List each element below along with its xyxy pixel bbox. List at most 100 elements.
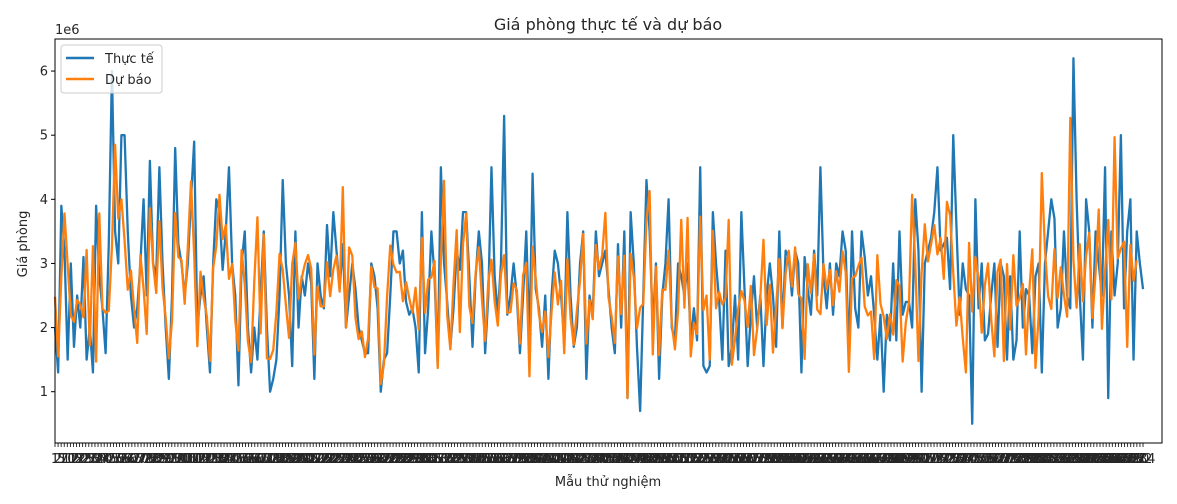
x-tick-label: 422 (562, 452, 587, 467)
x-tick-label: 645 (836, 452, 861, 467)
x-tick-label: 722 (931, 452, 956, 467)
x-tick-label: 377 (507, 452, 532, 467)
x-tick-label: 537 (703, 452, 728, 467)
x-tick-label: 27 (81, 452, 98, 467)
x-tick-label: 852 (1091, 452, 1116, 467)
x-tick-label: 52 (111, 452, 128, 467)
x-tick-label: 155 (233, 452, 258, 467)
x-axis-ticks: 1257101215172022252730323537404245475052… (51, 443, 1156, 467)
y-tick-label: 2 (40, 321, 48, 336)
x-tick-label: 615 (799, 452, 824, 467)
x-tick-label: 757 (974, 452, 999, 467)
x-tick-label: 652 (845, 452, 870, 467)
x-tick-label: 382 (513, 452, 538, 467)
x-tick-label: 117 (187, 452, 212, 467)
x-tick-label: 35 (90, 452, 107, 467)
x-tick-label: 290 (399, 452, 424, 467)
x-tick-label: 482 (636, 452, 661, 467)
x-tick-label: 280 (387, 452, 412, 467)
x-tick-label: 182 (267, 452, 292, 467)
x-tick-label: 847 (1085, 452, 1110, 467)
x-tick-label: 15 (65, 452, 82, 467)
x-tick-label: 507 (667, 452, 692, 467)
x-tick-label: 775 (995, 452, 1020, 467)
x-tick-label: 447 (593, 452, 618, 467)
x-tick-label: 347 (470, 452, 495, 467)
x-tick-label: 792 (1017, 452, 1042, 467)
x-tick-label: 327 (445, 452, 470, 467)
x-tick-label: 62 (124, 452, 141, 467)
x-tick-label: 517 (679, 452, 704, 467)
x-tick-label: 580 (756, 452, 781, 467)
x-tick-label: 122 (193, 452, 218, 467)
x-tick-label: 95 (164, 452, 181, 467)
x-tick-label: 420 (559, 452, 584, 467)
x-tick-label: 500 (657, 452, 682, 467)
x-tick-label: 417 (556, 452, 581, 467)
x-tick-label: 115 (184, 452, 209, 467)
x-tick-label: 365 (491, 452, 516, 467)
x-tick-label: 815 (1045, 452, 1070, 467)
x-tick-label: 620 (805, 452, 830, 467)
x-tick-label: 595 (774, 452, 799, 467)
x-tick-label: 22 (74, 452, 91, 467)
x-tick-label: 222 (316, 452, 341, 467)
chart-title: Giá phòng thực tế và dự báo (494, 15, 722, 34)
x-tick-label: 250 (350, 452, 375, 467)
x-tick-label: 487 (642, 452, 667, 467)
x-tick-label: 627 (814, 452, 839, 467)
x-tick-label: 50 (108, 452, 125, 467)
x-tick-label: 697 (900, 452, 925, 467)
x-tick-label: 5 (57, 452, 65, 467)
x-tick-label: 612 (796, 452, 821, 467)
x-tick-label: 690 (891, 452, 916, 467)
x-tick-label: 707 (912, 452, 937, 467)
x-tick-label: 570 (743, 452, 768, 467)
x-tick-label: 435 (577, 452, 602, 467)
x-tick-label: 695 (897, 452, 922, 467)
x-tick-label: 650 (842, 452, 867, 467)
x-tick-label: 630 (817, 452, 842, 467)
x-tick-label: 170 (252, 452, 277, 467)
x-tick-label: 317 (433, 452, 458, 467)
x-tick-label: 200 (288, 452, 313, 467)
x-tick-label: 387 (519, 452, 544, 467)
x-tick-label: 557 (728, 452, 753, 467)
x-tick-label: 260 (362, 452, 387, 467)
x-tick-label: 465 (614, 452, 639, 467)
x-tick-label: 107 (175, 452, 200, 467)
x-tick-label: 705 (909, 452, 934, 467)
x-tick-label: 25 (77, 452, 94, 467)
x-tick-label: 80 (145, 452, 162, 467)
x-tick-label: 607 (789, 452, 814, 467)
series-lines (53, 57, 1145, 425)
x-tick-label: 360 (485, 452, 510, 467)
x-tick-label: 702 (906, 452, 931, 467)
x-tick-label: 470 (620, 452, 645, 467)
x-tick-label: 875 (1118, 452, 1143, 467)
x-tick-label: 667 (863, 452, 888, 467)
x-tick-label: 302 (414, 452, 439, 467)
x-tick-label: 205 (295, 452, 320, 467)
x-tick-label: 157 (236, 452, 261, 467)
x-tick-label: 467 (617, 452, 642, 467)
x-tick-label: 617 (802, 452, 827, 467)
x-tick-label: 532 (697, 452, 722, 467)
x-tick-label: 82 (148, 452, 165, 467)
x-tick-label: 350 (473, 452, 498, 467)
x-tick-label: 215 (307, 452, 332, 467)
x-tick-label: 142 (218, 452, 243, 467)
x-tick-label: 730 (940, 452, 965, 467)
x-tick-label: 440 (584, 452, 609, 467)
x-tick-label: 395 (528, 452, 553, 467)
y-tick-label: 1 (40, 385, 48, 400)
x-tick-label: 217 (310, 452, 335, 467)
x-tick-label: 750 (965, 452, 990, 467)
x-tick-label: 345 (467, 452, 492, 467)
x-tick-label: 407 (544, 452, 569, 467)
x-tick-label: 665 (860, 452, 885, 467)
x-tick-label: 562 (734, 452, 759, 467)
x-tick-label: 884 (1131, 452, 1156, 467)
x-tick-label: 112 (181, 452, 206, 467)
x-tick-label: 127 (199, 452, 224, 467)
